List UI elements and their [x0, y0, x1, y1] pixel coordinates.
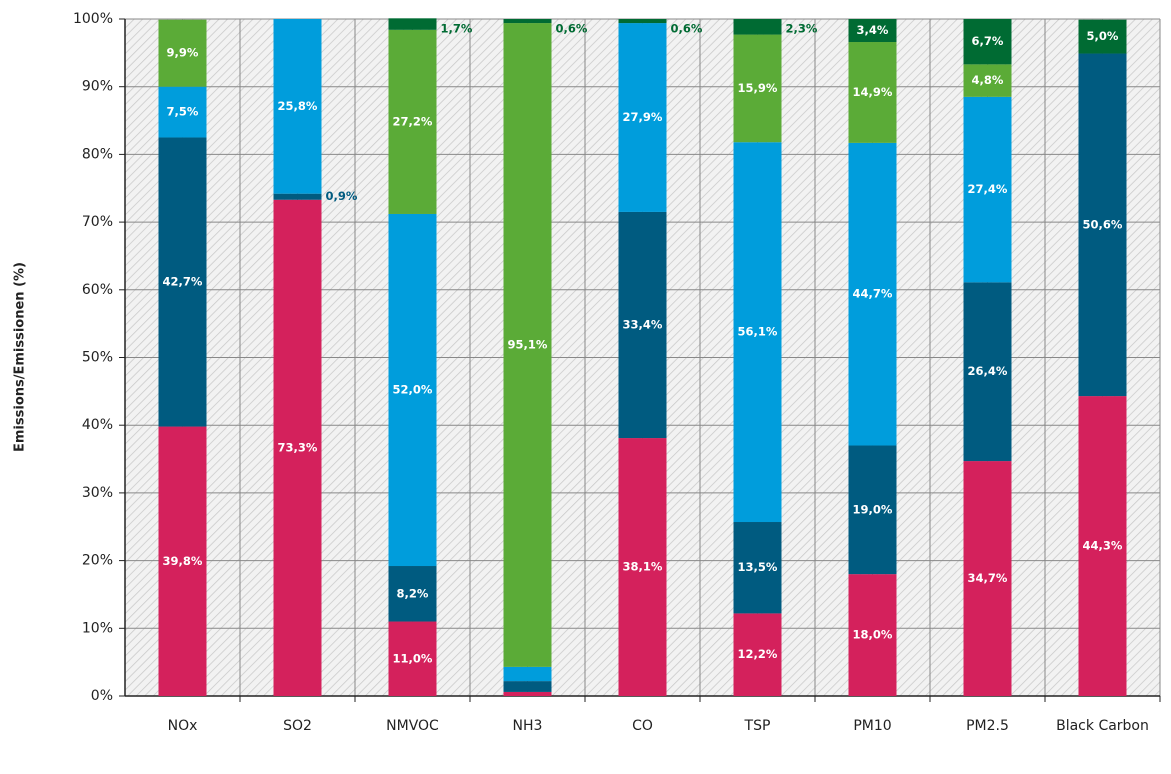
y-tick-label: 80% — [82, 146, 113, 162]
value-label: 34,7% — [968, 571, 1008, 585]
bar-segment — [848, 142, 897, 446]
value-label: 52,0% — [393, 382, 433, 396]
bar-segment — [848, 19, 897, 43]
bar-segment — [848, 42, 897, 143]
value-label: 7,5% — [167, 105, 199, 119]
x-tick-label: Black Carbon — [1056, 718, 1149, 734]
bar-segment — [388, 18, 437, 30]
bar-segment — [963, 64, 1012, 97]
x-tick-label: TSP — [744, 718, 771, 734]
y-tick-label: 60% — [82, 282, 113, 298]
value-label: 25,8% — [278, 99, 318, 113]
value-label: 1,7% — [441, 22, 473, 36]
value-label: 56,1% — [738, 325, 778, 339]
value-label: 42,7% — [163, 275, 203, 289]
bar-segment — [503, 681, 552, 692]
bar-segment — [618, 19, 667, 24]
bar-segment — [963, 461, 1012, 696]
value-label: 11,0% — [393, 651, 433, 665]
value-label: 14,9% — [853, 85, 893, 99]
bar-segment — [273, 199, 322, 696]
bar-segment — [158, 86, 207, 138]
bar-segment — [158, 426, 207, 696]
bar-segment — [963, 19, 1012, 65]
bar-segment — [388, 621, 437, 696]
value-label: 8,2% — [397, 586, 429, 600]
value-label: 95,1% — [508, 337, 548, 351]
y-tick-label: 10% — [82, 620, 113, 636]
y-tick-label: 40% — [82, 417, 113, 433]
value-label: 19,0% — [853, 502, 893, 516]
y-tick-label: 70% — [82, 214, 113, 230]
x-tick-label: PM2.5 — [966, 718, 1009, 734]
bar-segment — [388, 29, 437, 214]
value-label: 0,6% — [671, 22, 703, 36]
bar-segment — [503, 691, 552, 696]
bar-segment — [503, 19, 552, 24]
y-tick-label: 0% — [91, 688, 113, 704]
value-label: 27,4% — [968, 182, 1008, 196]
value-label: 27,9% — [623, 110, 663, 124]
value-label: 0,6% — [556, 22, 588, 36]
x-tick-label: SO2 — [283, 718, 312, 734]
value-label: 0,9% — [326, 189, 358, 203]
value-label: 3,4% — [857, 23, 889, 37]
bar-segment — [733, 613, 782, 696]
value-label: 5,0% — [1087, 29, 1119, 43]
value-label: 44,3% — [1083, 539, 1123, 553]
value-label: 33,4% — [623, 318, 663, 332]
bar-segment — [733, 34, 782, 143]
y-tick-label: 50% — [82, 350, 113, 366]
bar-segment — [733, 522, 782, 614]
y-tick-label: 30% — [82, 485, 113, 501]
bar-segment — [1078, 396, 1127, 696]
bar-segment — [388, 213, 437, 567]
y-axis-label: Emissions/Emissionen (%) — [13, 262, 28, 452]
bar-segment — [733, 142, 782, 523]
bar-segment — [158, 137, 207, 427]
bar-segment — [503, 23, 552, 667]
bar-segment — [273, 193, 322, 200]
bar-segment — [503, 666, 552, 682]
value-label: 12,2% — [738, 647, 778, 661]
y-tick-label: 90% — [82, 79, 113, 95]
value-label: 44,7% — [853, 287, 893, 301]
bar-segment — [158, 19, 207, 87]
value-label: 6,7% — [972, 34, 1004, 48]
bar-segment — [1078, 53, 1127, 397]
bar-segment — [963, 282, 1012, 462]
y-tick-label: 100% — [73, 11, 113, 27]
value-label: 26,4% — [968, 364, 1008, 378]
value-label: 18,0% — [853, 628, 893, 642]
value-label: 9,9% — [167, 46, 199, 60]
x-tick-label: NMVOC — [386, 718, 439, 734]
value-label: 13,5% — [738, 560, 778, 574]
value-label: 4,8% — [972, 73, 1004, 87]
x-tick-label: NH3 — [513, 718, 543, 734]
bar-segment — [733, 19, 782, 35]
bar-segment — [618, 211, 667, 439]
x-tick-label: CO — [632, 718, 653, 734]
x-tick-label: NOx — [168, 718, 198, 734]
value-label: 38,1% — [623, 560, 663, 574]
bar-segment — [618, 23, 667, 212]
y-tick-label: 20% — [82, 553, 113, 569]
value-label: 39,8% — [163, 554, 203, 568]
value-label: 27,2% — [393, 114, 433, 128]
value-label: 15,9% — [738, 81, 778, 95]
value-label: 73,3% — [278, 440, 318, 454]
bar-segment — [1078, 19, 1127, 54]
bar-segment — [618, 438, 667, 696]
value-label: 50,6% — [1083, 217, 1123, 231]
value-label: 2,3% — [786, 22, 818, 36]
bar-segment — [388, 566, 437, 622]
bar-segment — [273, 19, 322, 194]
x-tick-label: PM10 — [853, 718, 891, 734]
bar-segment — [848, 574, 897, 696]
bar-segment — [963, 96, 1012, 283]
bar-segment — [848, 445, 897, 575]
